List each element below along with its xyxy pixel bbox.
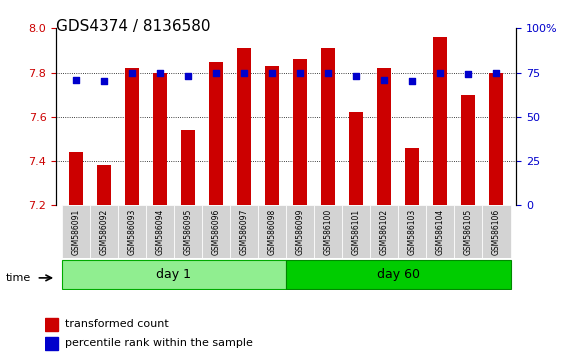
Point	[436, 70, 445, 75]
Point	[492, 70, 501, 75]
FancyBboxPatch shape	[370, 205, 398, 258]
Bar	[433, 37, 447, 205]
Bar	[321, 48, 335, 205]
Bar	[265, 66, 279, 205]
FancyBboxPatch shape	[314, 205, 342, 258]
FancyBboxPatch shape	[342, 205, 370, 258]
Text: day 60: day 60	[377, 268, 420, 281]
FancyBboxPatch shape	[426, 205, 454, 258]
Bar	[377, 68, 392, 205]
Bar	[237, 48, 251, 205]
Point	[127, 70, 136, 75]
Bar	[209, 62, 223, 205]
Text: GSM586104: GSM586104	[436, 209, 445, 255]
Point	[380, 77, 389, 82]
Text: GSM586102: GSM586102	[380, 209, 389, 255]
Bar	[461, 95, 475, 205]
Text: GSM586103: GSM586103	[408, 209, 417, 255]
Text: percentile rank within the sample: percentile rank within the sample	[65, 338, 253, 348]
FancyBboxPatch shape	[62, 260, 286, 289]
Bar	[97, 166, 111, 205]
FancyBboxPatch shape	[90, 205, 118, 258]
FancyBboxPatch shape	[202, 205, 230, 258]
Text: GSM586100: GSM586100	[324, 209, 333, 255]
Bar	[45, 318, 58, 331]
Bar	[125, 68, 139, 205]
FancyBboxPatch shape	[398, 205, 426, 258]
Point	[464, 72, 473, 77]
FancyBboxPatch shape	[62, 205, 90, 258]
Bar	[181, 130, 195, 205]
Point	[99, 79, 108, 84]
Point	[408, 79, 417, 84]
Text: GSM586105: GSM586105	[464, 209, 473, 255]
FancyBboxPatch shape	[174, 205, 202, 258]
Point	[240, 70, 249, 75]
Text: GSM586099: GSM586099	[296, 209, 305, 255]
FancyBboxPatch shape	[454, 205, 482, 258]
Point	[155, 71, 164, 76]
FancyBboxPatch shape	[286, 260, 511, 289]
FancyBboxPatch shape	[230, 205, 258, 258]
Text: GSM586098: GSM586098	[268, 209, 277, 255]
Text: GSM586106: GSM586106	[492, 209, 501, 255]
Text: GSM586091: GSM586091	[71, 209, 80, 255]
Point	[324, 70, 333, 75]
Text: GDS4374 / 8136580: GDS4374 / 8136580	[56, 19, 210, 34]
FancyBboxPatch shape	[146, 205, 174, 258]
FancyBboxPatch shape	[286, 205, 314, 258]
Bar	[349, 113, 364, 205]
Text: GSM586093: GSM586093	[127, 209, 136, 255]
Point	[268, 70, 277, 75]
Point	[71, 77, 80, 82]
Point	[183, 73, 192, 79]
FancyBboxPatch shape	[258, 205, 286, 258]
Point	[211, 70, 220, 75]
Bar	[153, 73, 167, 205]
Text: time: time	[6, 273, 31, 283]
Bar	[489, 73, 504, 205]
Text: day 1: day 1	[157, 268, 191, 281]
Text: GSM586097: GSM586097	[240, 209, 249, 255]
Bar	[293, 59, 307, 205]
Point	[352, 73, 361, 79]
Bar	[68, 152, 83, 205]
FancyBboxPatch shape	[482, 205, 511, 258]
Text: GSM586101: GSM586101	[352, 209, 361, 255]
Text: transformed count: transformed count	[65, 319, 169, 329]
Text: GSM586096: GSM586096	[211, 209, 220, 255]
Text: GSM586094: GSM586094	[155, 209, 164, 255]
Text: GSM586095: GSM586095	[183, 209, 192, 255]
FancyBboxPatch shape	[118, 205, 146, 258]
Bar	[405, 148, 420, 205]
Bar	[45, 337, 58, 350]
Text: GSM586092: GSM586092	[99, 209, 108, 255]
Point	[296, 70, 305, 75]
